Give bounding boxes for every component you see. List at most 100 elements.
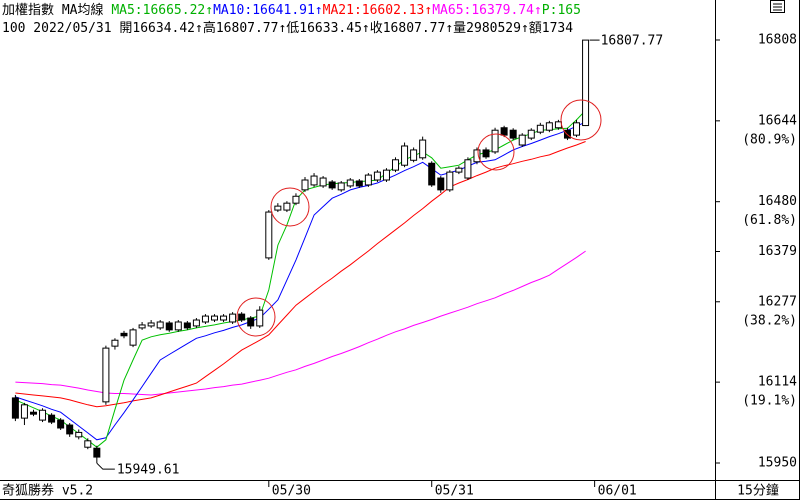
highlights <box>236 99 602 337</box>
candle-body <box>29 411 37 415</box>
highlight-circle <box>477 133 515 171</box>
ma-line <box>15 121 586 441</box>
candle-body <box>464 159 472 179</box>
candle-body <box>301 179 309 191</box>
highlight-circle <box>560 99 602 141</box>
candle-body <box>48 414 56 423</box>
candle-body <box>518 134 526 146</box>
candle-body <box>120 332 128 337</box>
candle-body <box>545 122 553 131</box>
candle-body <box>156 321 164 329</box>
x-tick-label: 05/31 <box>435 484 474 499</box>
candle-body <box>410 149 418 161</box>
fib-label: (61.8%) <box>742 213 797 228</box>
candle-body <box>527 129 535 139</box>
y-tick-label: 16644 <box>758 113 797 128</box>
low-leader <box>96 462 115 470</box>
header-item: MA65:16379.74↑ <box>432 3 542 18</box>
header-line: 100 2022/05/31 開16634.42↑高16807.77↑低1663… <box>2 20 573 36</box>
candle-body <box>573 122 581 136</box>
candle-body <box>328 181 336 189</box>
high-label: 16807.77 <box>601 34 664 49</box>
candle-body <box>283 202 291 211</box>
candle-body <box>220 315 228 321</box>
candle-body <box>382 169 390 181</box>
header-item: MA5:16665.22↑ <box>111 3 213 18</box>
candle-body <box>138 324 146 329</box>
candle-body <box>66 424 74 435</box>
candle-body <box>446 171 454 191</box>
candle-body <box>482 149 490 158</box>
period: 15分鐘 <box>737 483 779 499</box>
candle-body <box>192 319 200 327</box>
ma-line <box>15 110 586 448</box>
candle-body <box>364 174 372 186</box>
x-tick-label: 05/30 <box>272 484 311 499</box>
candle-body <box>11 397 19 419</box>
candle-body <box>392 159 400 171</box>
candle-body <box>238 313 246 321</box>
candle-body <box>455 167 463 173</box>
candle-body <box>491 129 499 153</box>
candle-body <box>247 317 255 327</box>
header-line: 加權指數 MA均線 MA5:16665.22↑MA10:16641.91↑MA2… <box>2 2 581 18</box>
candle-body <box>174 321 182 331</box>
highlight-circle <box>236 297 276 337</box>
candle-body <box>310 175 318 186</box>
candle-body <box>265 211 273 259</box>
candle-body <box>102 347 110 403</box>
menu-icon[interactable] <box>770 0 785 13</box>
candle-body <box>437 177 445 191</box>
candle-body <box>355 180 363 187</box>
fib-label: (38.2%) <box>742 313 797 328</box>
candle-body <box>582 39 590 127</box>
candle-body <box>373 171 381 181</box>
header-item: MA10:16641.91↑ <box>213 3 323 18</box>
brand: 奇狐勝券 v5.2 <box>2 483 93 499</box>
candle-body <box>274 205 282 211</box>
candle-body <box>111 339 119 347</box>
header-item: MA21:16602.13↑ <box>323 3 433 18</box>
y-tick-label: 16114 <box>758 375 797 390</box>
candle-body <box>509 129 517 139</box>
fib-label: (19.1%) <box>742 394 797 409</box>
candle-body <box>129 329 137 346</box>
candle-body <box>401 145 409 166</box>
header-item: 100 2022/05/31 開16634.42↑高16807.77↑低1663… <box>2 20 573 36</box>
candle-body <box>428 162 436 186</box>
y-tick-label: 16379 <box>758 244 797 259</box>
ma-line <box>15 141 586 408</box>
header-item: 加權指數 MA均線 <box>2 2 111 18</box>
low-label: 15949.61 <box>117 463 180 478</box>
candle-body <box>147 322 155 327</box>
y-tick-label: 16808 <box>758 32 797 47</box>
header-item: P:165 <box>542 3 581 18</box>
candle-body <box>319 177 327 187</box>
candle-body <box>419 139 427 159</box>
candle-body <box>183 322 191 329</box>
candle-body <box>536 124 544 133</box>
highlight-circle <box>270 187 310 227</box>
candle-body <box>84 440 92 448</box>
candle-body <box>93 447 101 458</box>
candle-body <box>39 409 47 421</box>
candle-body <box>292 195 300 204</box>
candle-body <box>20 404 28 419</box>
candle-body <box>500 127 508 136</box>
candle-body <box>75 431 83 438</box>
candle-body <box>165 322 173 331</box>
x-tick-label: 06/01 <box>598 484 637 499</box>
candle-body <box>256 309 264 327</box>
candle-body <box>554 121 562 129</box>
candle-body <box>57 419 65 429</box>
candle-body <box>337 182 345 191</box>
candle-body <box>346 179 354 187</box>
candle-body <box>201 315 209 323</box>
ma-line <box>15 250 586 396</box>
candle-body <box>473 149 481 163</box>
candle-body <box>229 313 237 323</box>
fib-label: (80.9%) <box>742 132 797 147</box>
